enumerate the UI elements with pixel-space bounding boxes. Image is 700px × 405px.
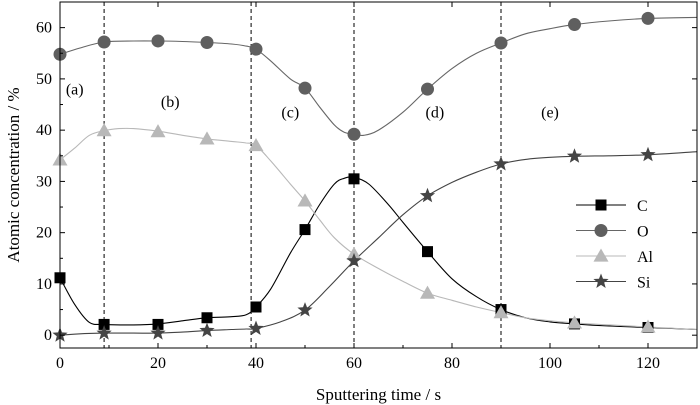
y-tick-label: 20	[36, 225, 52, 242]
x-tick-label: 120	[636, 355, 660, 372]
data-point-al	[248, 138, 264, 152]
y-tick-label: 0	[44, 327, 52, 344]
x-tick-label: 80	[444, 355, 460, 372]
x-tick-label: 100	[538, 355, 562, 372]
region-label: (a)	[66, 81, 84, 98]
data-point-si	[346, 252, 362, 268]
region-dividers	[103, 2, 502, 348]
data-point-o	[200, 35, 214, 49]
data-point-c	[348, 173, 360, 185]
legend-label-o: O	[637, 224, 649, 241]
x-tick-label: 0	[56, 355, 64, 372]
legend-label-al: Al	[637, 249, 654, 266]
data-point-c	[152, 318, 164, 330]
series-line-al	[60, 127, 697, 331]
x-tick-label: 60	[346, 355, 362, 372]
data-point-al	[199, 131, 215, 145]
y-tick-label: 50	[36, 71, 52, 88]
data-point-al	[493, 305, 509, 319]
data-point-al	[150, 124, 166, 138]
legend-marker-c	[595, 199, 607, 211]
series-line-si	[60, 151, 697, 336]
y-tick-label: 30	[36, 173, 52, 190]
data-point-o	[641, 11, 655, 25]
data-point-si	[493, 156, 509, 171]
y-tick-label: 40	[36, 122, 52, 139]
data-point-si	[640, 146, 656, 162]
data-point-o	[298, 81, 312, 95]
data-point-o	[151, 34, 165, 48]
data-point-al	[297, 193, 313, 207]
y-tick-label: 10	[36, 276, 52, 293]
data-point-o	[249, 42, 263, 56]
data-point-o	[347, 127, 361, 141]
legend-marker-o	[594, 224, 608, 237]
data-point-c	[250, 301, 262, 313]
legend-label-si: Si	[637, 275, 651, 292]
x-tick-label: 40	[248, 355, 264, 372]
legend-marker-al	[593, 248, 609, 262]
data-point-c	[422, 246, 433, 258]
data-point-o	[97, 35, 111, 49]
data-point-si	[297, 302, 313, 317]
data-point-si	[96, 325, 112, 340]
x-tick-label: 20	[150, 355, 166, 372]
data-point-o	[421, 82, 434, 96]
data-point-si	[566, 148, 583, 163]
region-label: (e)	[541, 104, 559, 121]
region-label: (d)	[426, 104, 445, 121]
y-tick-label: 60	[36, 20, 52, 37]
data-point-al	[640, 319, 656, 333]
data-point-o	[568, 18, 581, 32]
plot-frame	[59, 1, 698, 349]
data-point-c	[201, 312, 213, 324]
axis-ticks: 0 20 40 60 80 100 120 0 10 20 30 40 50 60	[36, 1, 698, 372]
data-point-o	[494, 36, 508, 50]
data-point-al	[567, 315, 582, 329]
region-label: (c)	[281, 104, 299, 121]
data-point-al	[96, 123, 112, 137]
data-point-c	[98, 318, 110, 330]
data-point-si	[419, 187, 436, 203]
data-point-si	[248, 320, 264, 335]
y-axis-title: Atomic concentration / %	[4, 87, 23, 262]
data-point-al	[420, 285, 435, 299]
data-point-si	[199, 322, 215, 337]
region-labels: (a) (b) (c) (d) (e)	[66, 81, 559, 121]
x-axis-title: Sputtering time / s	[316, 385, 441, 404]
legend-label-c: C	[637, 198, 648, 215]
series-line-o	[60, 16, 697, 137]
data-point-c	[299, 224, 311, 236]
data-point-si	[150, 325, 166, 340]
legend-marker-si	[593, 273, 609, 288]
legend: CO Al Si	[576, 198, 654, 292]
series-curves	[60, 16, 697, 336]
region-label: (b)	[161, 94, 180, 111]
